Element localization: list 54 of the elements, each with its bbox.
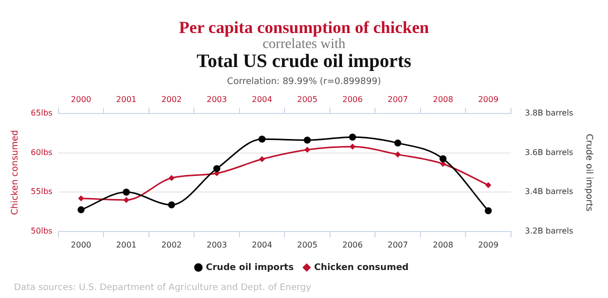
- category-label: 2001: [116, 94, 136, 104]
- category-label: 2009: [478, 94, 498, 104]
- point: [123, 196, 130, 203]
- point: [304, 146, 310, 153]
- chart-title: Per capita consumption of chicken: [178, 18, 430, 38]
- y-tick-label: 50lbs: [30, 226, 52, 236]
- y-tick-label: 65lbs: [30, 108, 52, 118]
- point: [258, 136, 266, 143]
- point: [484, 207, 492, 214]
- text: Total US crude oil imports: [196, 51, 412, 73]
- point: [304, 136, 311, 144]
- y-tick-label: 60lbs: [30, 148, 52, 157]
- category-label: 2004: [252, 94, 272, 104]
- x-tick-label: 2007: [388, 240, 408, 250]
- y2-tick-label: 3.4B barrels: [524, 187, 574, 196]
- legend-label: Crude oil imports: [206, 262, 294, 273]
- x-tick-label: 2006: [342, 240, 363, 250]
- y2-tick-label: 3.8B barrels: [524, 108, 574, 118]
- chart-subtitle: correlates with: [262, 37, 346, 53]
- x-tick-label: 2009: [478, 240, 498, 250]
- y2-tick-label: 3.6B barrels: [524, 148, 574, 157]
- x-tick-label: 2008: [432, 240, 454, 250]
- point: [349, 134, 356, 141]
- category-label: 2005: [297, 94, 318, 104]
- y-axis-title: Chicken consumed: [10, 130, 21, 215]
- point: [440, 155, 447, 162]
- y2-tick-label: 3.2B barrels: [524, 226, 574, 236]
- y-tick-label: 55lbs: [30, 187, 52, 196]
- category-label: 2002: [161, 94, 182, 104]
- category-label: 2008: [432, 94, 454, 104]
- point: [394, 151, 401, 158]
- x-tick-label: 2000: [70, 240, 92, 250]
- x-tick-label: 2003: [206, 240, 227, 250]
- text: Correlation: 89.99% (r=0.899899): [226, 77, 382, 87]
- x-tick-label: 2004: [252, 240, 272, 250]
- x-tick-label: 2001: [116, 240, 136, 250]
- category-label: 2007: [388, 94, 408, 104]
- text: Data sources: U.S. Department of Agriculture and Dept. of Energy: [14, 283, 312, 293]
- point: [78, 195, 84, 202]
- point: [78, 206, 85, 214]
- point: [168, 201, 176, 208]
- category-label: 2000: [70, 94, 92, 104]
- category-label: 2003: [206, 94, 227, 104]
- y2-axis-title: Crude oil imports: [583, 134, 594, 212]
- x-tick-label: 2005: [297, 240, 318, 250]
- x-tick-label: 2002: [161, 240, 182, 250]
- legend-label: Chicken consumed: [314, 262, 409, 273]
- point: [213, 165, 220, 172]
- category-label: 2006: [342, 94, 363, 104]
- point: [168, 175, 175, 181]
- point: [122, 188, 130, 196]
- point: [259, 156, 266, 162]
- point: [485, 182, 492, 188]
- point: [394, 140, 402, 147]
